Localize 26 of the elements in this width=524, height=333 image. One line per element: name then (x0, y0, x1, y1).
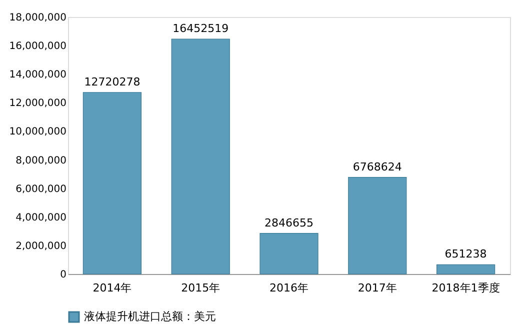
y-tick-label: 8,000,000 (16, 155, 66, 166)
bar (436, 264, 496, 274)
y-tick-label: 2,000,000 (16, 240, 66, 252)
x-tick-label: 2014年 (92, 282, 132, 294)
x-tick-label: 2017年 (358, 282, 397, 294)
data-label: 12720278 (84, 75, 140, 88)
y-tick-label: 14,000,000 (9, 70, 66, 81)
bar (171, 38, 230, 274)
bar (348, 177, 407, 274)
legend-label: 液体提升机进口总额：美元 (84, 310, 216, 323)
data-label: 2846655 (264, 216, 314, 230)
y-tick-label: 16,000,000 (9, 41, 66, 52)
bar (82, 92, 142, 274)
y-tick-label: 10,000,000 (9, 126, 66, 138)
y-tick-label: 12,000,000 (9, 98, 66, 110)
y-tick-label: 0 (60, 270, 66, 280)
y-tick-label: 4,000,000 (16, 212, 66, 224)
data-label: 6768624 (352, 160, 402, 174)
x-tick-label: 2018年1季度 (432, 282, 500, 294)
y-tick-label: 6,000,000 (16, 184, 66, 195)
y-tick-label: 18,000,000 (9, 12, 66, 24)
data-label: 651238 (444, 248, 487, 261)
x-tick-label: 2016年 (270, 282, 308, 294)
data-label: 16452519 (172, 22, 229, 36)
x-tick-label: 2015年 (181, 282, 220, 294)
bar (260, 233, 318, 274)
